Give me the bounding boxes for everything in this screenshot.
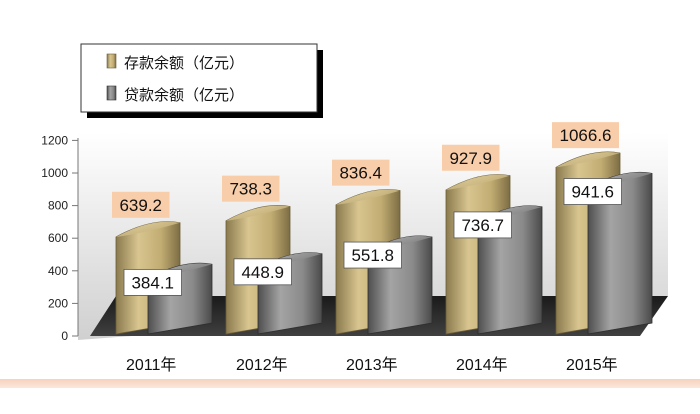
data-label-text: 738.3	[229, 180, 272, 199]
y-tick-label: 200	[48, 296, 68, 310]
x-category-label: 2011年	[126, 356, 176, 374]
data-label-text: 1066.6	[560, 126, 612, 145]
legend-label-loan: 贷款余额（亿元）	[124, 86, 244, 104]
x-category-label: 2015年	[566, 356, 618, 374]
data-label-text: 384.1	[131, 273, 174, 292]
x-category-label: 2013年	[346, 356, 398, 374]
data-label-loan: 448.9	[233, 258, 292, 286]
legend-box	[80, 43, 318, 113]
data-label-text: 736.7	[461, 216, 504, 235]
y-tick-label: 600	[48, 231, 68, 245]
legend: 存款余额（亿元） 贷款余额（亿元）	[80, 43, 323, 118]
data-label-text: 927.9	[449, 149, 492, 168]
y-tick-label: 400	[48, 264, 68, 278]
data-label-bg	[343, 241, 402, 269]
data-label-bg	[332, 159, 390, 186]
data-label-bg	[233, 258, 292, 286]
data-label-text: 448.9	[241, 263, 284, 282]
legend-label-deposit: 存款余额（亿元）	[124, 54, 244, 72]
data-label-loan: 941.6	[563, 178, 622, 205]
data-label-deposit: 639.2	[112, 191, 170, 218]
y-tick-label: 1200	[41, 133, 68, 147]
data-label-deposit: 738.3	[222, 175, 280, 202]
bar-cap-deposit-2012年	[226, 205, 290, 221]
data-labels-group: 639.2 384.1 738.3 448.9 836.4 551.8 927.9 736.7…	[112, 122, 622, 296]
data-label-text: 836.4	[339, 164, 382, 183]
data-label-bg	[552, 122, 619, 149]
y-axis-ticks: 0 200 400 600 800 1000 1200	[41, 133, 78, 343]
y-tick-label: 1000	[41, 166, 68, 180]
data-label-bg	[563, 178, 622, 205]
bar-cap-deposit-2011年	[116, 221, 180, 238]
bar-cap-deposit-2014年	[446, 174, 510, 190]
data-label-text: 941.6	[571, 183, 614, 202]
y-tick-label: 0	[61, 329, 68, 343]
data-label-bg	[112, 191, 170, 218]
data-label-loan: 384.1	[123, 268, 182, 296]
data-label-loan: 736.7	[453, 211, 512, 239]
bottom-band	[0, 379, 700, 388]
data-label-text: 551.8	[351, 246, 394, 265]
bar-cap-deposit-2013年	[336, 189, 400, 205]
legend-swatch-deposit	[106, 53, 117, 69]
x-category-label: 2014年	[456, 356, 508, 374]
x-category-label: 2012年	[236, 356, 288, 374]
data-label-deposit: 836.4	[332, 159, 390, 186]
y-tick-label: 800	[48, 199, 68, 213]
x-axis-categories: 2011年 2012年 2013年 2014年 2015年	[126, 356, 618, 374]
data-label-bg	[222, 175, 280, 202]
data-label-text: 639.2	[119, 196, 162, 215]
data-label-deposit: 1066.6	[552, 122, 619, 149]
data-label-loan: 551.8	[343, 241, 402, 269]
data-label-deposit: 927.9	[442, 144, 500, 171]
bar-cap-deposit-2015年	[556, 151, 620, 168]
data-label-bg	[453, 211, 512, 239]
data-label-bg	[123, 268, 182, 296]
data-label-bg	[442, 144, 500, 171]
legend-swatch-loan	[106, 85, 117, 101]
